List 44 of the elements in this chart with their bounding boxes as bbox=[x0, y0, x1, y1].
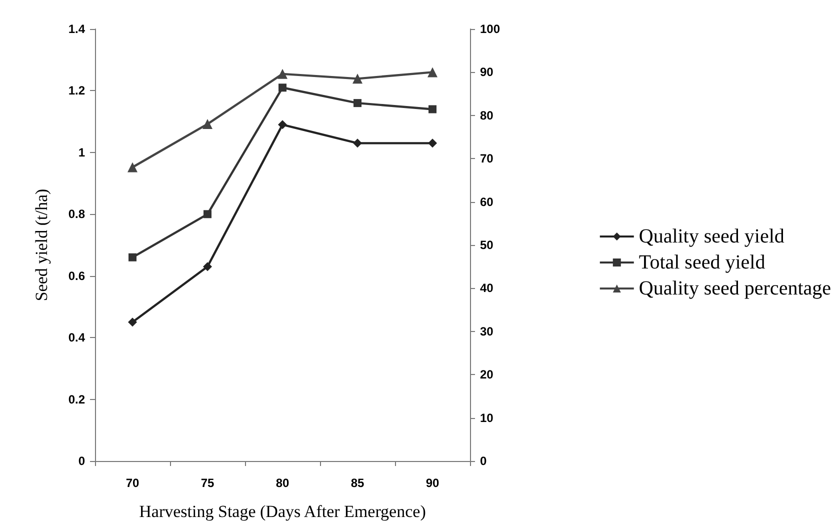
y-tick-label: 0.6 bbox=[68, 268, 86, 283]
x-tick-label: 90 bbox=[426, 476, 440, 490]
legend-label: Total seed yield bbox=[638, 252, 766, 274]
point bbox=[428, 138, 437, 148]
y2-tick-label: 20 bbox=[480, 368, 494, 382]
point bbox=[128, 253, 136, 262]
y-tick-label: 0.2 bbox=[68, 392, 86, 406]
x-tick-label: 80 bbox=[276, 476, 290, 490]
y2-tick-label: 100 bbox=[480, 22, 500, 36]
x-axis-title: Harvesting Stage (Days After Emergence) bbox=[139, 502, 426, 521]
point bbox=[428, 105, 436, 114]
point bbox=[202, 119, 212, 130]
x-tick-label: 85 bbox=[350, 476, 364, 490]
y-tick-label: 1.2 bbox=[68, 84, 86, 98]
y-tick-label: 1 bbox=[78, 145, 86, 160]
point bbox=[128, 318, 137, 327]
y-axis-title: Seed yield (t/ha) bbox=[32, 188, 51, 302]
y2-tick-label: 10 bbox=[480, 410, 494, 425]
y2-tick-label: 0 bbox=[480, 454, 487, 468]
y2-tick-label: 60 bbox=[480, 194, 494, 209]
point bbox=[204, 210, 212, 218]
y2-tick-label: 80 bbox=[480, 108, 494, 122]
y2-tick-label: 50 bbox=[480, 238, 494, 252]
point bbox=[353, 138, 362, 148]
legend-label: Quality seed percentage bbox=[638, 278, 832, 300]
point bbox=[352, 74, 362, 84]
y2-tick-label: 40 bbox=[480, 281, 494, 296]
x-tick-label: 75 bbox=[200, 476, 214, 490]
point bbox=[278, 84, 286, 92]
point bbox=[428, 67, 438, 78]
y2-tick-label: 30 bbox=[480, 324, 494, 338]
point bbox=[278, 120, 287, 130]
y2-tick-label: 90 bbox=[480, 65, 494, 80]
y-tick-label: 1.4 bbox=[68, 22, 86, 36]
y-tick-label: 0 bbox=[78, 454, 86, 468]
y-tick-label: 0.8 bbox=[68, 207, 86, 222]
y-tick-label: 0.4 bbox=[68, 330, 86, 345]
y2-tick-label: 70 bbox=[480, 152, 494, 166]
x-tick-label: 70 bbox=[126, 476, 140, 490]
point bbox=[128, 162, 138, 172]
point bbox=[203, 262, 212, 272]
point bbox=[278, 68, 288, 79]
legend-label: Quality seed yield bbox=[638, 226, 784, 248]
point bbox=[354, 99, 362, 108]
